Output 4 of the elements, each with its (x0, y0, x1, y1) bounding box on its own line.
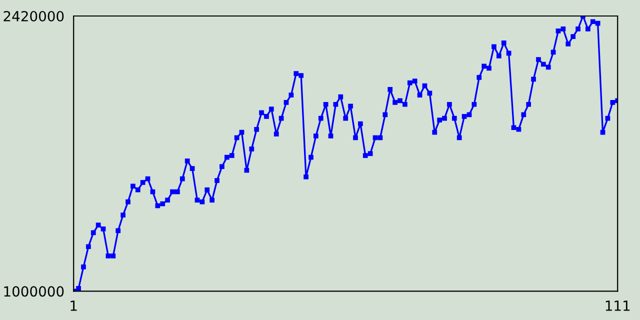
x-tick-label: 111 (606, 300, 630, 311)
y-tick-label: 1000000 (4, 286, 64, 297)
x-tick-label: 1 (70, 300, 77, 311)
y-tick-label: 2420000 (4, 10, 64, 22)
